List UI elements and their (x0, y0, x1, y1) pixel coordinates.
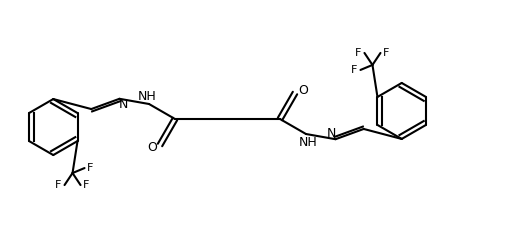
Text: F: F (351, 65, 357, 75)
Text: NH: NH (138, 90, 156, 102)
Text: F: F (87, 163, 94, 173)
Text: F: F (55, 180, 62, 190)
Text: N: N (119, 98, 128, 111)
Text: N: N (327, 127, 336, 140)
Text: F: F (383, 48, 390, 58)
Text: F: F (355, 48, 362, 58)
Text: F: F (83, 180, 90, 190)
Text: NH: NH (299, 136, 317, 149)
Text: O: O (298, 83, 308, 96)
Text: O: O (147, 141, 157, 155)
